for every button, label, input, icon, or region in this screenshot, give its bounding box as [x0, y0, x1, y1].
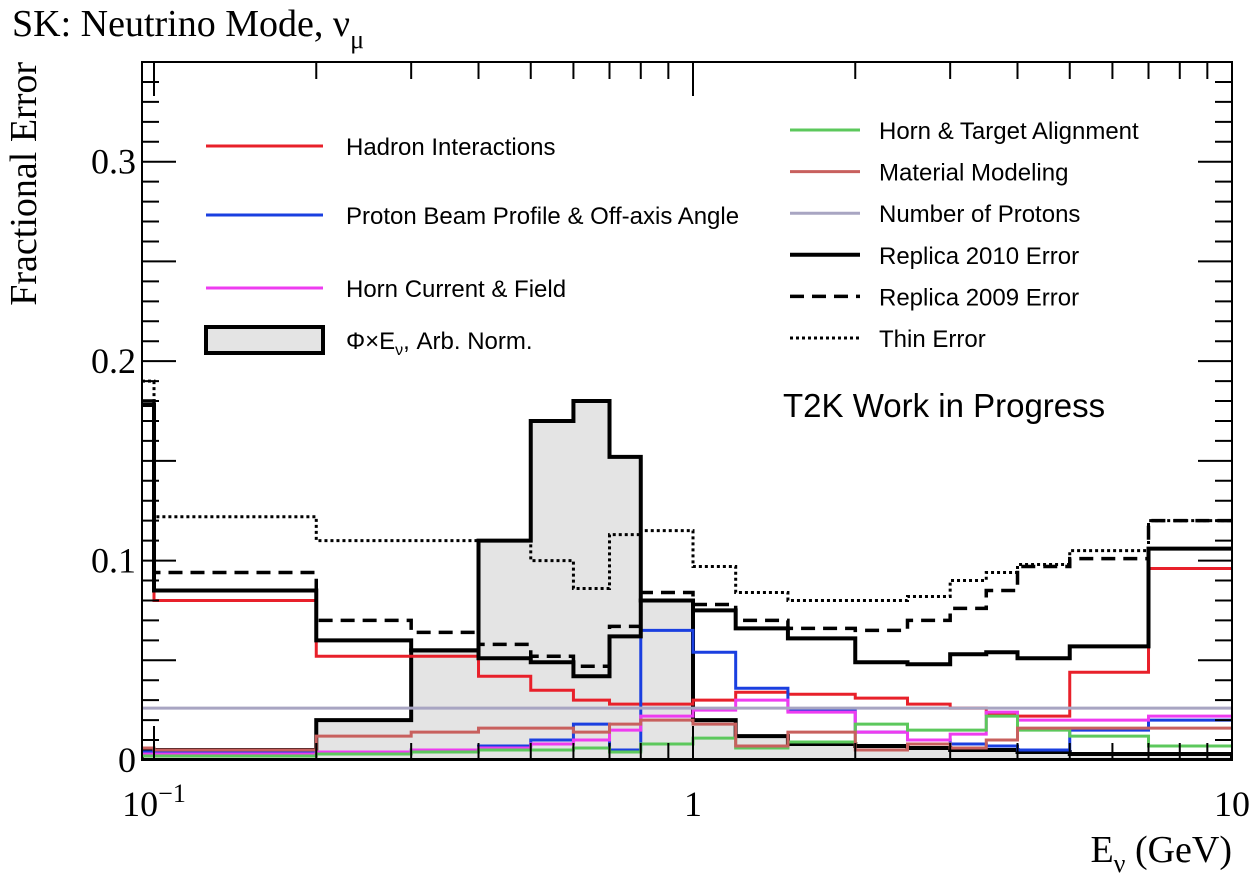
- plot-area: [142, 379, 1232, 760]
- legend-label-flux-shape: Φ×Eν, Arb. Norm.: [346, 328, 533, 359]
- legend-label-proton-beam-profile-off-axis-angle: Proton Beam Profile & Off-axis Angle: [346, 203, 739, 230]
- series-replica-2010-error-line: [142, 403, 1232, 679]
- y-tick-label: 0: [118, 740, 136, 780]
- legend-swatch-flux-shape: [204, 325, 325, 355]
- legend-label-replica-2009-error: Replica 2009 Error: [879, 284, 1079, 311]
- legend-label-horn-target-alignment: Horn & Target Alignment: [879, 118, 1139, 145]
- series-replica-2009-error-line: [142, 399, 1232, 669]
- x-axis-label-unit: (GeV): [1125, 829, 1232, 871]
- plot-frame: [141, 61, 1233, 761]
- x-axis-label-sub: ν: [1114, 849, 1126, 878]
- chart-title: SK: Neutrino Mode, νμ: [12, 3, 364, 54]
- series-material-modeling-line: [142, 718, 1232, 752]
- legend-label-hadron-interactions: Hadron Interactions: [346, 134, 555, 161]
- legend-label-number-of-protons: Number of Protons: [879, 201, 1080, 228]
- chart-title-text: SK: Neutrino Mode,: [12, 3, 333, 45]
- y-tick-label: 0.3: [91, 142, 136, 182]
- axis-layer: 0 0.1 0.2 0.3 10−1 1 10: [91, 61, 1250, 824]
- y-axis-label: Fractional Error: [3, 62, 45, 306]
- chart-title-symbol: ν: [333, 3, 350, 45]
- y-tick-label: 0.2: [91, 341, 136, 381]
- x-tick-label: 10−1: [122, 779, 186, 824]
- plot-layer: [142, 379, 1232, 760]
- x-axis-label: Eν (GeV): [1090, 829, 1232, 878]
- work-in-progress-annotation: T2K Work in Progress: [783, 387, 1105, 424]
- x-axis-label-text: E: [1090, 829, 1113, 871]
- legend: Hadron Interactions Proton Beam Profile &…: [204, 118, 1139, 359]
- x-tick-label: 10: [1214, 784, 1250, 824]
- legend-label-material-modeling: Material Modeling: [879, 160, 1068, 187]
- legend-label-thin-error: Thin Error: [879, 326, 986, 353]
- y-tick-label: 0.1: [91, 541, 136, 581]
- x-tick-label: 1: [684, 784, 702, 824]
- legend-label-horn-current-field: Horn Current & Field: [346, 276, 566, 303]
- series-horn-current-field-line: [142, 698, 1232, 756]
- series-thin-error-line: [142, 379, 1232, 602]
- legend-label-replica-2010-error: Replica 2010 Error: [879, 243, 1079, 270]
- chart-title-subscript: μ: [350, 25, 364, 54]
